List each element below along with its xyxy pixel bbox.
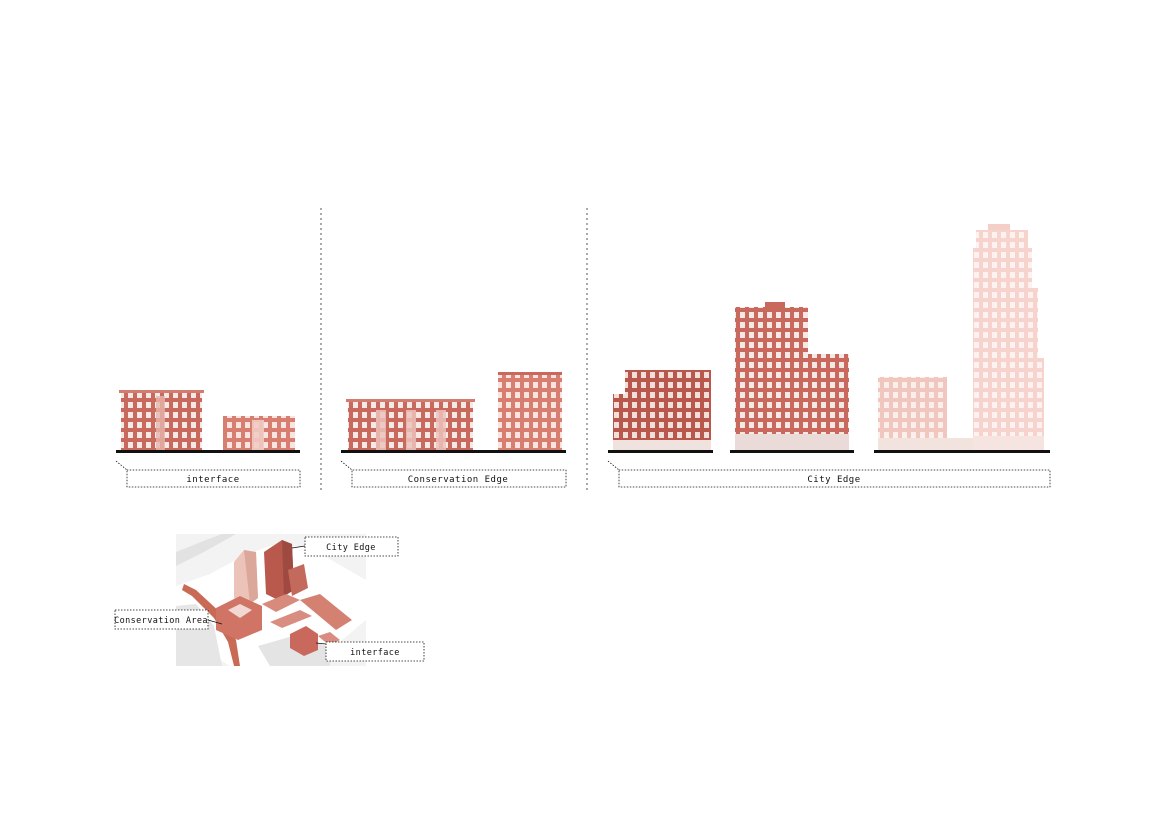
map-callout-conservation: Conservation Area: [114, 609, 223, 630]
building-base: [613, 440, 711, 450]
tower: [973, 248, 1032, 290]
building-roof: [498, 372, 562, 375]
ground-line: [730, 450, 854, 453]
map-callout-city: City Edge: [291, 536, 399, 557]
map-block: [176, 534, 236, 566]
label-box-interface: interface: [115, 460, 301, 488]
building-bay: [376, 410, 386, 450]
tower: [988, 224, 1010, 232]
ground-line: [341, 450, 566, 453]
map-callout-interface: interface: [315, 641, 425, 662]
building-roof: [765, 302, 785, 308]
tower-base: [973, 436, 1044, 450]
ground-line: [116, 450, 300, 453]
building-core: [252, 420, 264, 450]
label-box-city: City Edge: [607, 460, 1051, 488]
label-box-conservation: Conservation Edge: [340, 460, 567, 488]
map-city-block: [288, 564, 308, 596]
building-bay: [436, 410, 446, 450]
building-roof: [119, 390, 204, 393]
ground-line: [608, 450, 713, 453]
interface-buildings: [119, 390, 295, 450]
building-bay: [406, 410, 416, 450]
map-callout-label: Conservation Area: [114, 616, 208, 626]
building: [613, 394, 633, 446]
section-label: interface: [186, 475, 239, 485]
tower: [973, 358, 1044, 438]
tower: [973, 288, 1038, 360]
map-courtyard: [228, 604, 252, 618]
building-base: [878, 438, 947, 450]
building-link: [947, 438, 973, 450]
ground-line: [874, 450, 1050, 453]
map-river: [182, 584, 240, 666]
city-buildings: [613, 224, 1044, 450]
map-block-mid: [262, 594, 300, 612]
section-label: City Edge: [807, 475, 860, 485]
building: [498, 374, 562, 450]
conservation-buildings: [346, 372, 562, 450]
map-block-mid: [270, 610, 312, 628]
map-callout-label: City Edge: [326, 543, 376, 553]
map-block-mid: [300, 594, 352, 630]
building: [878, 377, 947, 440]
map-tower-shade: [244, 550, 258, 604]
map-conservation-block: [216, 596, 262, 640]
map-interface-block: [290, 626, 318, 656]
tower: [976, 230, 1028, 250]
section-label: Conservation Edge: [408, 475, 509, 485]
building-roof: [346, 399, 475, 402]
map-callout-label: interface: [350, 648, 400, 658]
building: [625, 370, 711, 446]
building-core: [156, 396, 165, 450]
building: [735, 307, 808, 437]
building-base: [735, 434, 849, 450]
building: [808, 354, 849, 437]
